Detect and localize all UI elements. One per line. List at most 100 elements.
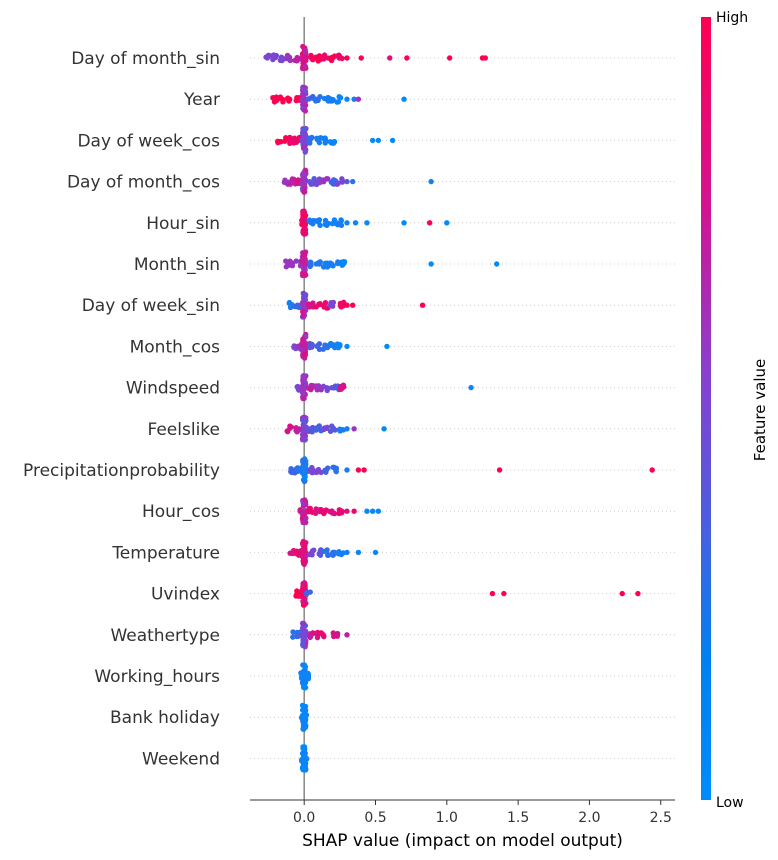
shap-point xyxy=(338,427,344,433)
shap-point xyxy=(287,425,293,431)
shap-point xyxy=(330,140,337,146)
shap-point xyxy=(389,137,396,144)
shap-point xyxy=(322,137,329,143)
shap-point xyxy=(302,63,308,69)
shap-point xyxy=(330,263,336,269)
shap-point xyxy=(327,96,334,102)
shap-point xyxy=(337,507,344,514)
shap-point xyxy=(328,179,335,185)
shap-point xyxy=(287,57,293,64)
shap-point xyxy=(344,467,350,473)
shap-point xyxy=(309,344,315,350)
shap-point xyxy=(300,250,307,257)
shap-point xyxy=(334,630,341,637)
shap-point xyxy=(307,589,313,595)
feature-label: Weathertype xyxy=(110,626,220,646)
shap-point xyxy=(302,632,309,638)
shap-point xyxy=(340,259,347,266)
shap-point xyxy=(330,464,336,470)
shap-point xyxy=(337,94,344,101)
feature-label: Weekend xyxy=(142,749,220,769)
shap-point xyxy=(298,593,305,600)
shap-point xyxy=(426,220,433,226)
shap-point xyxy=(320,548,327,555)
shap-point xyxy=(344,220,350,226)
shap-point xyxy=(300,580,307,586)
shap-point xyxy=(300,309,306,315)
feature-label: Working_hours xyxy=(94,667,220,687)
shap-point xyxy=(289,469,295,476)
shap-point xyxy=(300,508,307,515)
shap-point xyxy=(329,220,336,227)
shap-point xyxy=(649,467,655,473)
shap-point xyxy=(446,55,453,61)
shap-point xyxy=(301,544,307,550)
shap-point xyxy=(306,426,313,432)
shap-point xyxy=(317,94,323,100)
shap-point xyxy=(314,343,321,350)
x-axis-title: SHAP value (impact on model output) xyxy=(302,831,623,851)
shap-point xyxy=(344,302,350,308)
shap-point xyxy=(305,96,312,102)
shap-point xyxy=(300,170,306,176)
x-tick-label: 0.0 xyxy=(293,810,315,826)
shap-point xyxy=(300,176,307,182)
shap-point xyxy=(308,220,315,226)
shap-point xyxy=(314,181,320,187)
shap-point xyxy=(300,373,307,379)
colorbar-high-label: High xyxy=(716,10,748,26)
shap-point xyxy=(287,96,293,102)
shap-point xyxy=(375,137,382,144)
shap-point xyxy=(300,261,307,267)
shap-point xyxy=(322,260,329,267)
shap-point xyxy=(295,302,301,309)
shap-point xyxy=(301,188,307,194)
shap-point xyxy=(277,94,284,100)
feature-guide-lines xyxy=(250,57,675,759)
x-tick-label: 2.0 xyxy=(578,810,600,826)
shap-point xyxy=(344,55,350,61)
shap-point xyxy=(307,140,313,146)
shap-point xyxy=(321,56,327,62)
shap-point xyxy=(270,95,277,101)
shap-point xyxy=(314,260,321,267)
shap-point xyxy=(428,178,434,185)
shap-point xyxy=(302,498,308,504)
shap-point xyxy=(349,178,356,185)
shap-point xyxy=(301,181,308,187)
shap-point xyxy=(300,396,306,402)
shap-point xyxy=(306,301,312,307)
shap-point xyxy=(300,291,307,297)
shap-point xyxy=(337,383,344,390)
feature-label: Precipitationprobability xyxy=(23,461,220,481)
shap-point xyxy=(290,634,296,640)
colorbar-title: Feature value xyxy=(751,359,769,461)
shap-point xyxy=(344,549,350,556)
shap-point xyxy=(300,598,306,605)
shap-point xyxy=(355,96,362,102)
shap-point xyxy=(304,756,310,762)
shap-point xyxy=(401,220,407,226)
shap-point xyxy=(299,340,305,347)
feature-label: Day of week_sin xyxy=(82,296,220,316)
shap-point xyxy=(320,303,327,309)
shap-point xyxy=(325,176,331,182)
shap-point xyxy=(315,58,321,64)
shap-point xyxy=(364,220,370,226)
x-tick-label: 1.5 xyxy=(507,810,529,826)
shap-point xyxy=(283,264,289,270)
shap-point xyxy=(387,55,393,61)
shap-point xyxy=(308,54,315,61)
colorbar-low-label: Low xyxy=(716,795,744,811)
shap-point xyxy=(301,127,307,133)
shap-point xyxy=(329,54,335,61)
shap-point xyxy=(321,509,328,516)
shap-point xyxy=(331,549,338,556)
shap-point xyxy=(313,427,319,433)
shap-point xyxy=(294,465,300,472)
feature-label: Feelslike xyxy=(148,420,221,440)
shap-point xyxy=(375,508,382,514)
x-axis: 0.0 0.5 1.0 1.5 2.0 2.5 xyxy=(250,799,675,826)
shap-point xyxy=(313,469,319,476)
shap-point xyxy=(349,302,356,308)
